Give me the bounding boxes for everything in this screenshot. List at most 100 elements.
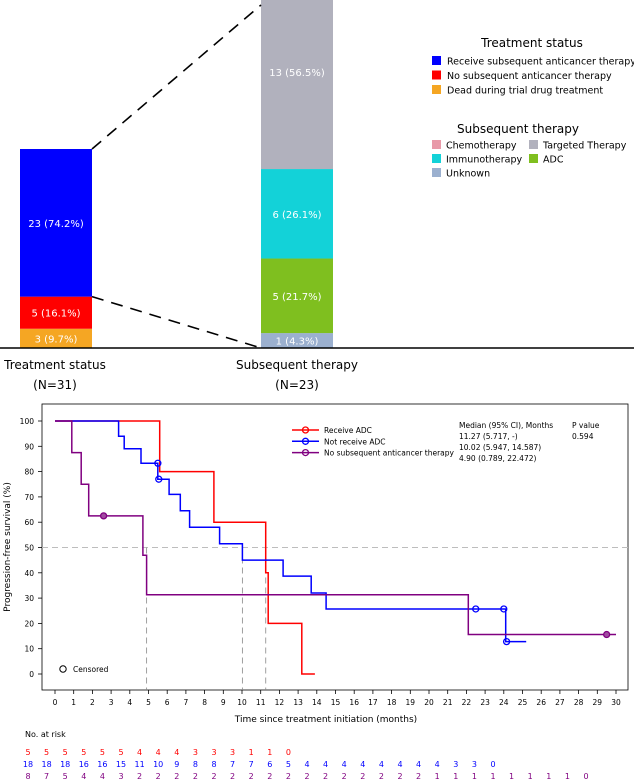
x-tick-label: 18 [387,698,397,707]
km-legend-label-receive-adc: Receive ADC [324,426,372,435]
at-risk-value: 16 [97,760,107,769]
at-risk-value: 18 [60,760,70,769]
x-axis-title: Time since treatment initiation (months) [234,715,417,725]
legend-label-targeted-therapy: Targeted Therapy [542,141,627,152]
km-legend-marker-no-subsequent-anticancer-therapy [301,448,310,457]
at-risk-value: 5 [63,772,68,780]
at-risk-value: 4 [323,760,328,769]
y-tick-label: 60 [24,518,34,527]
x-tick-label: 30 [611,698,621,707]
bar-segment-immunotherapy [261,169,333,259]
at-risk-value: 5 [286,760,291,769]
zoom-line-bottom [91,295,262,349]
zoom-connector-lines [91,4,262,349]
legend-title-treatment-status: Treatment status [480,36,583,50]
legend-label-adc: ADC [543,155,564,166]
censor-mark-not-receive-adc [472,605,480,613]
group-label-treatment-status: Treatment status [3,358,106,372]
x-tick-label: 17 [368,698,378,707]
at-risk-value: 16 [79,760,89,769]
legend-label-chemotherapy: Chemotherapy [446,141,517,152]
x-tick-label: 16 [349,698,359,707]
x-tick-label: 0 [53,698,58,707]
x-tick-label: 12 [275,698,285,707]
x-tick-label: 24 [499,698,509,707]
y-tick-label: 30 [24,594,34,603]
at-risk-value: 5 [100,748,105,757]
at-risk-value: 1 [509,772,514,780]
at-risk-value: 2 [230,772,235,780]
at-risk-value: 4 [416,760,421,769]
bar-segment-targeted-therapy [261,0,333,170]
legend-label-dead-during-trial-drug-treatment: Dead during trial drug treatment [447,86,603,97]
at-risk-value: 3 [118,772,123,780]
x-tick-label: 6 [165,698,170,707]
at-risk-table: 5 5 5 5 5 5 4 4 4 3 3 3 1 1 018 18 18 16 16 15 11 10 9 8 8 7 7 6 5 4 4… [23,748,589,780]
at-risk-value: 2 [323,772,328,780]
at-risk-value: 3 [211,748,216,757]
at-risk-value: 7 [249,760,254,769]
x-tick-label: 23 [480,698,490,707]
median-no-subsequent: 4.90 (0.789, 22.472) [459,454,536,463]
bar-legends: Treatment status Receive subsequent antic… [432,36,634,180]
at-risk-value: 4 [100,772,105,780]
y-tick-label: 40 [24,569,34,578]
y-tick-label: 10 [24,645,34,654]
at-risk-value: 15 [116,760,126,769]
bar-segment-label-adc: 5 (21.7%) [272,292,321,303]
at-risk-value: 4 [156,748,161,757]
at-risk-value: 2 [174,772,179,780]
at-risk-value: 0 [583,772,588,780]
legend-label-no-subsequent-anticancer-therapy: No subsequent anticancer therapy [447,71,612,82]
y-tick-label: 20 [24,619,34,628]
at-risk-value: 1 [435,772,440,780]
at-risk-value: 5 [44,748,49,757]
x-tick-label: 3 [109,698,114,707]
km-legend: Receive ADC Not receive ADC No subsequent … [292,426,455,458]
censor-mark-not-receive-adc [155,475,163,483]
x-tick-label: 1 [71,698,76,707]
bar-segment-label-no-subsequent-anticancer-therapy: 5 (16.1%) [31,309,80,320]
bar-segment-label-receive-subsequent-anticancer-therapy: 23 (74.2%) [28,219,84,230]
legend-swatch-chemotherapy [432,140,441,149]
censor-mark-no-subsequent-anticancer-therapy [99,512,108,520]
legend-swatch-adc [529,154,538,163]
censor-mark-not-receive-adc [154,459,162,467]
at-risk-value: 2 [304,772,309,780]
p-value: 0.594 [572,432,594,441]
at-risk-value: 18 [42,760,52,769]
at-risk-value: 1 [249,748,254,757]
x-tick-label: 27 [555,698,565,707]
stacked-bar-chart: 3 (9.7%) 5 (16.1%) 23 (74.2%) 1 (4.3%) 5 (21… [20,0,333,348]
x-tick-label: 28 [574,698,584,707]
x-tick-label: 14 [312,698,322,707]
at-risk-value: 2 [137,772,142,780]
at-risk-value: 4 [137,748,142,757]
x-tick-label: 11 [256,698,266,707]
at-risk-value: 2 [267,772,272,780]
y-tick-label: 50 [24,544,34,553]
at-risk-value: 4 [304,760,309,769]
at-risk-value: 3 [230,748,235,757]
y-tick-label: 0 [29,670,34,679]
censor-mark-no-subsequent-anticancer-therapy [603,630,611,639]
at-risk-value: 6 [267,760,272,769]
x-tick-label: 26 [536,698,546,707]
at-risk-value: 9 [174,760,179,769]
censored-marker-icon [59,665,67,673]
at-risk-value: 2 [211,772,216,780]
censor-mark-not-receive-adc [500,605,508,613]
at-risk-value: 4 [360,760,365,769]
median-receive-adc: 11.27 (5.717, -) [459,432,518,441]
at-risk-value: 4 [379,760,384,769]
at-risk-value: 1 [472,772,477,780]
at-risk-value: 5 [118,748,123,757]
x-tick-label: 7 [184,698,189,707]
bar-segment-adc [261,258,333,334]
x-tick-label: 9 [221,698,226,707]
at-risk-value: 10 [153,760,163,769]
at-risk-value: 2 [156,772,161,780]
y-tick-label: 100 [20,417,35,426]
at-risk-value: 2 [379,772,384,780]
x-tick-label: 25 [518,698,528,707]
